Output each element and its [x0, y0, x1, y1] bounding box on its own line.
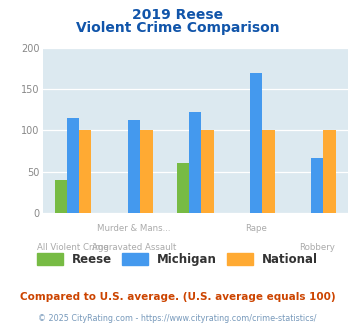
Text: All Violent Crime: All Violent Crime	[37, 243, 109, 251]
Bar	[177, 163, 189, 213]
Bar	[250, 73, 262, 213]
Bar	[311, 158, 323, 213]
Bar	[55, 180, 67, 213]
Bar	[79, 130, 92, 213]
Bar	[323, 130, 336, 213]
Bar	[128, 120, 140, 213]
Text: Robbery: Robbery	[299, 243, 335, 251]
Bar	[140, 130, 153, 213]
Bar	[262, 130, 275, 213]
Text: Rape: Rape	[245, 224, 267, 233]
Text: © 2025 CityRating.com - https://www.cityrating.com/crime-statistics/: © 2025 CityRating.com - https://www.city…	[38, 314, 317, 323]
Text: Aggravated Assault: Aggravated Assault	[92, 243, 176, 251]
Bar	[189, 112, 201, 213]
Legend: Reese, Michigan, National: Reese, Michigan, National	[32, 248, 323, 271]
Bar	[67, 118, 79, 213]
Text: 2019 Reese: 2019 Reese	[132, 8, 223, 22]
Text: Compared to U.S. average. (U.S. average equals 100): Compared to U.S. average. (U.S. average …	[20, 292, 335, 302]
Text: Violent Crime Comparison: Violent Crime Comparison	[76, 21, 279, 35]
Bar	[201, 130, 214, 213]
Text: Murder & Mans...: Murder & Mans...	[97, 224, 171, 233]
